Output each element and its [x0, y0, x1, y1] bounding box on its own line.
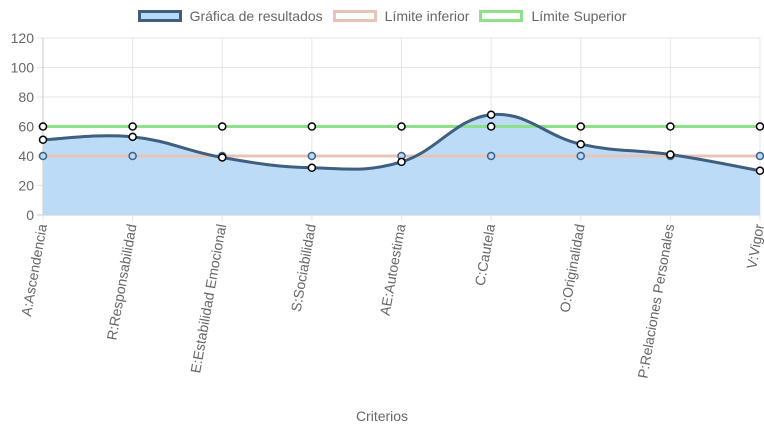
data-point-series-1 — [576, 151, 585, 161]
legend-label-limite-inferior: Límite inferior — [384, 8, 470, 24]
chart-legend: Gráfica de resultados Límite inferior Lí… — [0, 8, 764, 24]
y-tick-label: 20 — [18, 178, 34, 194]
x-tick-label: E:Estabilidad Emocional — [187, 223, 229, 374]
x-tick-label: S:Sociabilidad — [288, 223, 319, 313]
data-point-series-0 — [397, 157, 406, 167]
data-point-series-2 — [755, 122, 764, 131]
data-point-series-2 — [307, 122, 317, 131]
data-point-series-2 — [666, 122, 675, 131]
x-axis-title: Criterios — [355, 408, 409, 424]
y-tick-label: 0 — [26, 207, 34, 223]
legend-swatch-limite-inferior — [332, 10, 377, 22]
data-point-series-0 — [38, 135, 48, 145]
x-tick-label: V:Vigor — [743, 222, 764, 270]
data-point-series-2 — [128, 122, 137, 131]
data-point-series-0 — [666, 150, 675, 159]
x-tick-label: C:Cautela — [472, 223, 499, 287]
legend-label-resultados: Gráfica de resultados — [189, 8, 323, 24]
data-point-series-0 — [486, 110, 496, 119]
data-point-series-1 — [486, 151, 496, 161]
legend-item-resultados[interactable]: Gráfica de resultados — [137, 8, 323, 24]
legend-item-limite-superior[interactable]: Límite Superior — [479, 8, 626, 24]
data-point-series-2 — [38, 122, 48, 131]
y-tick-label: 60 — [18, 119, 34, 135]
data-point-series-0 — [128, 132, 137, 142]
x-tick-label: P:Relaciones Personales — [634, 223, 677, 380]
data-point-series-2 — [218, 122, 227, 131]
x-tick-label: O:Originalidad — [556, 223, 587, 314]
y-tick-label: 120 — [11, 30, 35, 46]
data-point-series-2 — [486, 122, 496, 131]
data-point-series-1 — [755, 151, 764, 161]
legend-swatch-resultados — [137, 10, 182, 22]
data-point-series-0 — [576, 139, 585, 149]
data-point-series-2 — [397, 122, 406, 131]
legend-item-limite-inferior[interactable]: Límite inferior — [332, 8, 470, 24]
legend-swatch-limite-superior — [479, 10, 524, 22]
data-point-series-0 — [307, 163, 317, 173]
data-point-series-1 — [38, 151, 48, 161]
y-tick-label: 40 — [18, 148, 34, 164]
data-point-series-2 — [576, 122, 585, 131]
legend-label-limite-superior: Límite Superior — [531, 8, 627, 24]
data-point-series-1 — [128, 151, 137, 161]
y-tick-label: 80 — [18, 89, 34, 105]
x-tick-label: A:Ascendencia — [18, 223, 50, 318]
y-tick-label: 100 — [11, 60, 35, 76]
x-tick-label: AE:Autoestima — [377, 223, 409, 317]
data-point-series-0 — [218, 153, 227, 162]
x-tick-label: R:Responsabilidad — [103, 223, 139, 342]
data-point-series-1 — [307, 151, 317, 161]
data-point-series-0 — [755, 166, 764, 175]
